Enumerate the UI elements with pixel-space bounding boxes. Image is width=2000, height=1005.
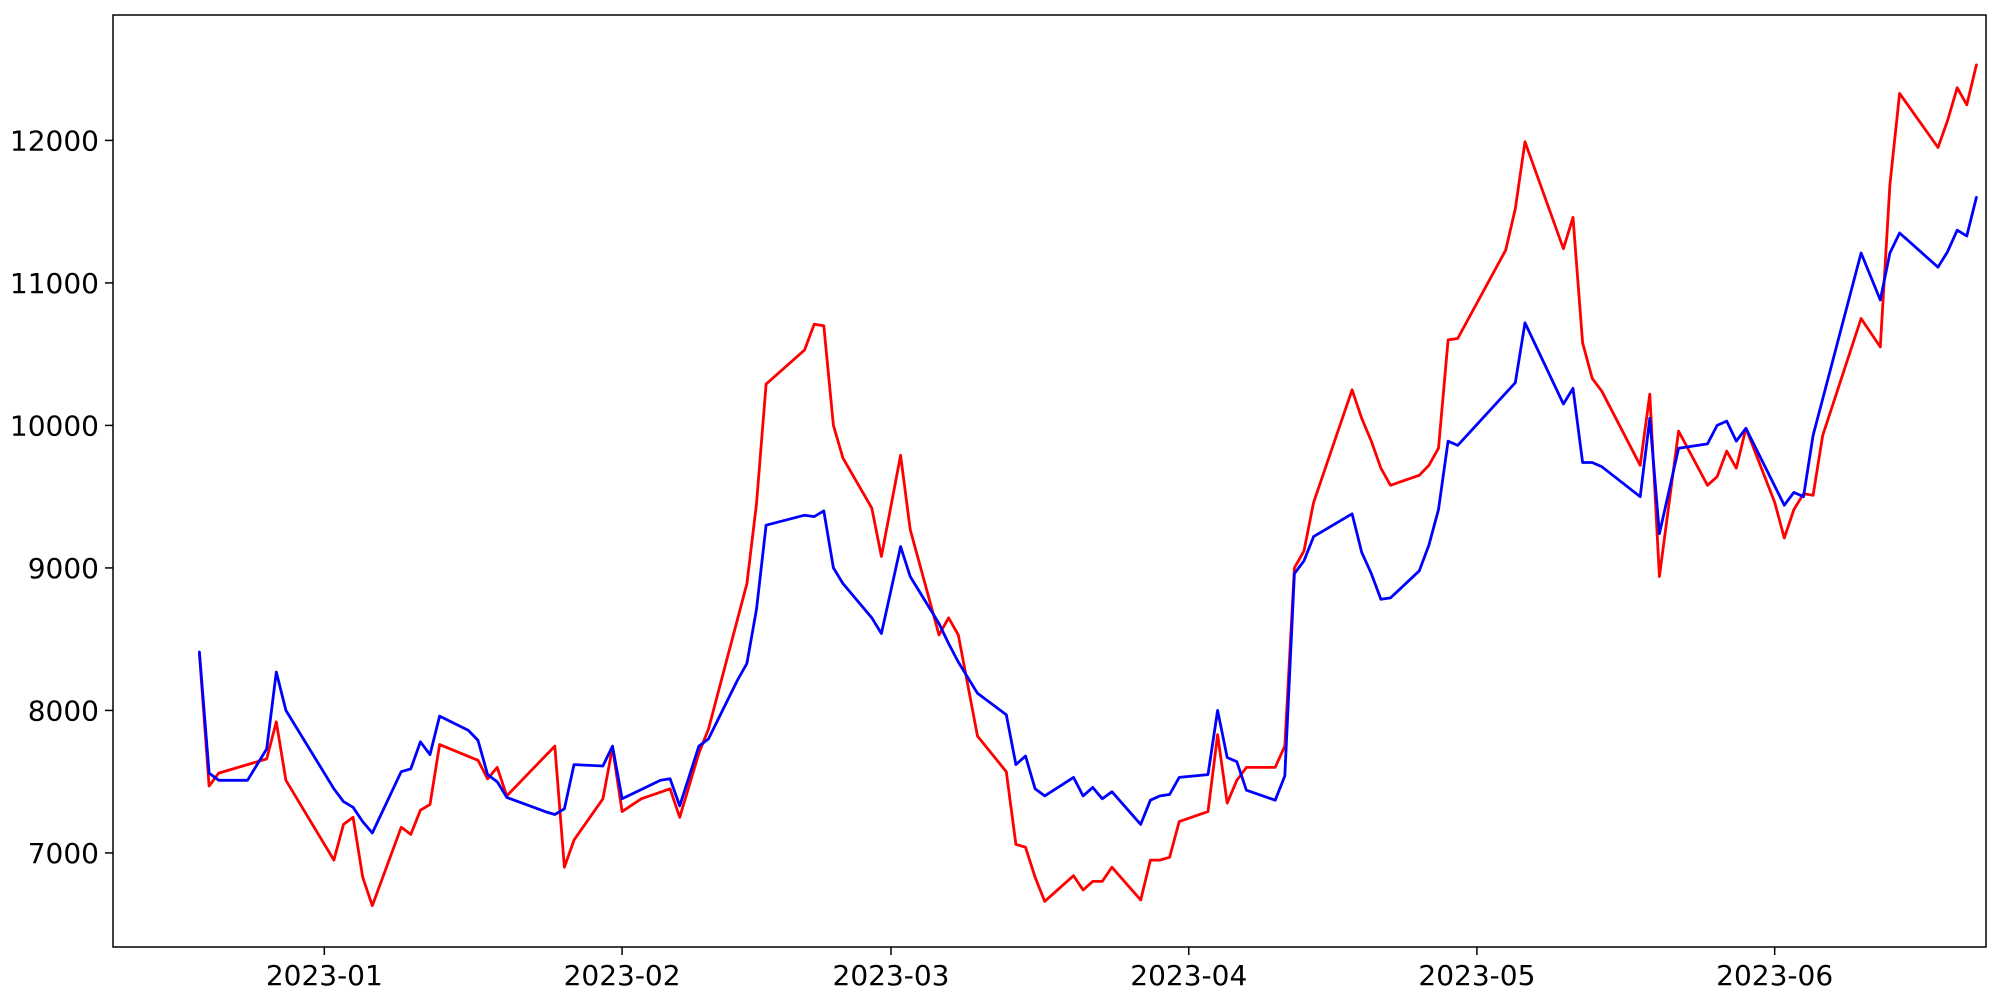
y-tick-label: 7000 [28,837,99,870]
series-2 [198,196,1978,835]
x-tick-label: 2023-06 [1716,959,1833,992]
series-line [198,196,1978,835]
x-axis: 2023-01 2023-02 2023-03 2023-04 2023-05 2023-… [266,947,1833,992]
plot-area-frame [112,14,1987,948]
series-layer [198,63,1978,908]
x-tick-label: 2023-02 [564,959,681,992]
y-tick-label: 9000 [28,552,99,585]
x-tick-label: 2023-01 [266,959,383,992]
y-axis: 7000 8000 9000 10000 11000 12000 [10,124,113,870]
y-tick-label: 8000 [28,694,99,727]
y-tick-label: 12000 [10,124,99,157]
series-line [198,63,1978,908]
y-tick-label: 11000 [10,267,99,300]
y-tick-label: 10000 [10,409,99,442]
x-tick-label: 2023-05 [1418,959,1535,992]
series-1 [198,63,1978,908]
x-tick-label: 2023-04 [1130,959,1247,992]
x-tick-label: 2023-03 [833,959,950,992]
